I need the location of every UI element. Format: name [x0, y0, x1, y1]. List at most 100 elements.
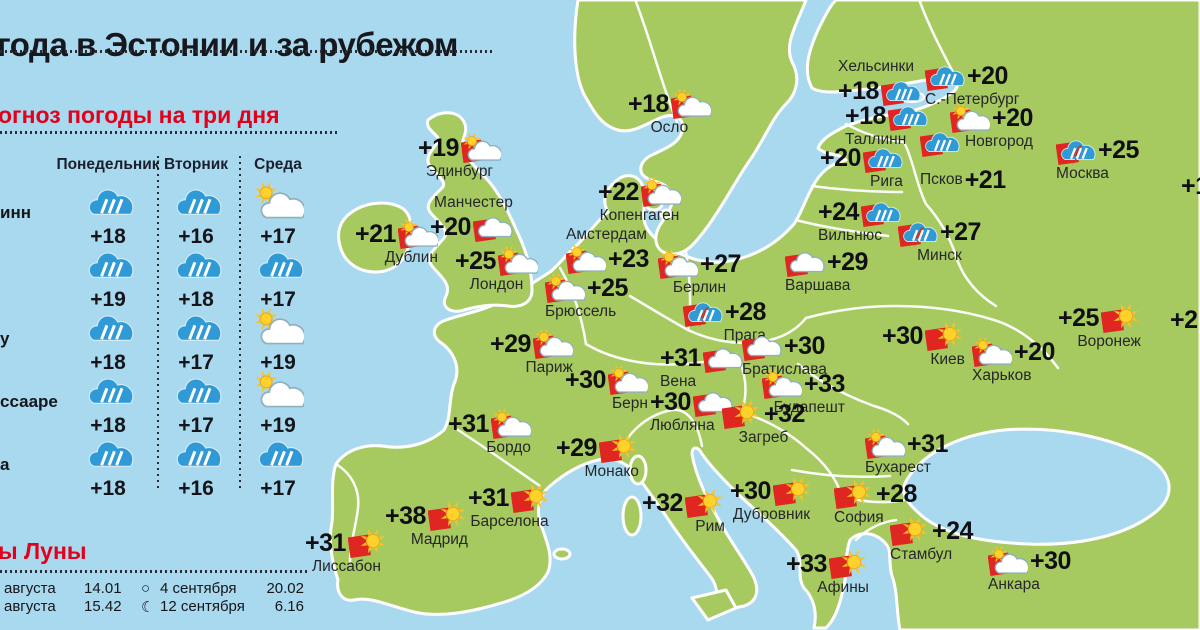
forecast-cell-icon: [82, 181, 134, 224]
city-label: Варшава: [785, 277, 851, 294]
city-marker-row: +29: [556, 432, 639, 465]
partly-weather-icon: [864, 428, 907, 459]
cloud-icon: [784, 246, 825, 279]
city-marker-row: +19: [418, 132, 503, 165]
city-marker-row: +31: [448, 408, 533, 441]
city-temp: +25: [587, 274, 628, 302]
forecast-cell-icon: [170, 181, 222, 224]
city-temp: +30: [784, 332, 825, 360]
city-marker-row: +30: [987, 545, 1071, 578]
city-temp: +29: [490, 330, 531, 358]
city-marker-row: +24: [818, 196, 901, 229]
city-marker-row: +30: [565, 364, 650, 397]
city-temp: +24: [818, 198, 859, 226]
map-city-Вильнюс: +24 Вильнюс: [818, 196, 901, 244]
island-sardinia: [621, 495, 643, 537]
map-city-Рим: +32 Рим: [642, 487, 725, 535]
sun-icon: [347, 527, 388, 560]
city-label: Барселона: [470, 513, 549, 530]
city-label: Париж: [525, 359, 573, 376]
city-temp: +31: [907, 430, 948, 458]
map-city-Прага: +28 Прага: [682, 296, 766, 344]
city-label: Воронеж: [1077, 333, 1141, 350]
city-temp: +21: [355, 220, 396, 248]
partly-weather-icon: [532, 328, 575, 359]
forecast-row-label: у: [0, 329, 10, 348]
rain-weather-icon: [862, 148, 903, 173]
partly-icon: [640, 176, 683, 209]
city-label: Минск: [917, 247, 962, 264]
city-label: Афины: [817, 579, 869, 596]
city-temp: +38: [385, 502, 426, 530]
city-temp: +25: [455, 247, 496, 275]
partly-weather-icon: [971, 336, 1014, 367]
partly-weather-icon: [657, 248, 700, 279]
moon-event: 4 сентября: [160, 580, 237, 597]
city-temp: +33: [804, 370, 845, 398]
island-majorca: [552, 547, 572, 561]
city-label: Псков: [920, 171, 963, 188]
partly-icon: [397, 218, 440, 251]
land-ireland: [337, 201, 413, 274]
forecast-column-header: Вторник: [164, 156, 228, 173]
city-marker-row: +25: [544, 272, 628, 305]
city-temp: +20: [820, 144, 861, 172]
partly-icon: [497, 245, 540, 278]
forecast-row-label: а: [0, 455, 10, 474]
map-city-Рига: +20 Рига: [820, 142, 903, 190]
city-marker-row: +20: [971, 336, 1055, 369]
city-marker-row: +28: [833, 478, 917, 511]
sun-icon: [828, 548, 869, 581]
sun-icon: [772, 475, 813, 508]
rain-weather-icon: [258, 252, 304, 278]
city-label: Вильнюс: [818, 227, 883, 244]
sun-weather-icon: [1100, 303, 1139, 333]
city-marker-row: +30: [882, 320, 965, 353]
island-funen: [659, 208, 673, 220]
city-temp: +27: [940, 218, 981, 246]
city-marker-row: +38: [385, 500, 468, 533]
map-city-Москва: +25 Москва: [1055, 134, 1139, 182]
forecast-cell-temp: +17: [260, 288, 296, 311]
city-label: С.-Петербург: [925, 91, 1020, 108]
sun-icon: [721, 398, 762, 431]
sun-weather-icon: [833, 479, 872, 509]
forecast-separator-1: [157, 156, 159, 492]
partly-icon: [987, 545, 1030, 578]
map-city-Варшава: +29 Варшава: [784, 246, 868, 294]
forecast-column-header: Понедельник: [56, 156, 160, 173]
city-temp: +23: [608, 245, 649, 273]
page-title: года в Эстонии и за рубежом: [0, 26, 458, 64]
rain-weather-icon: [176, 378, 222, 404]
city-label: Лондон: [469, 276, 524, 293]
sun-icon: [598, 432, 639, 465]
partly-icon: [565, 243, 608, 276]
cloud-weather-icon: [784, 252, 825, 277]
map-city-Париж: +29 Париж: [490, 328, 575, 376]
map-city-Берлин: +27 Берлин: [657, 248, 741, 296]
rain-icon: [860, 196, 901, 229]
partly-weather-icon: [255, 181, 306, 219]
moon-event: 12 сентября: [160, 598, 245, 615]
city-temp: +31: [305, 529, 346, 557]
forecast-cell-temp: +17: [260, 477, 296, 500]
forecast-cell-icon: [82, 370, 134, 413]
partly-weather-icon: [544, 272, 587, 303]
forecast-cell-temp: +18: [90, 351, 126, 374]
forecast-cell-icon: [252, 244, 304, 287]
rain-weather-icon: [924, 66, 965, 91]
map-city-Псков: Псков +21: [919, 126, 1006, 197]
city-label-temp-row: Псков +21: [920, 164, 1006, 197]
city-temp: +22: [598, 178, 639, 206]
storm-icon: [1055, 134, 1096, 167]
forecast-cell-icon: [82, 433, 134, 476]
city-temp: +19: [418, 134, 459, 162]
forecast-cell-temp: +17: [178, 351, 214, 374]
city-label: Монако: [584, 463, 639, 480]
map-city-Таллинн: +18 Таллинн: [845, 100, 928, 148]
cloud-icon: [472, 211, 513, 244]
rain-weather-icon: [176, 252, 222, 278]
rain-weather-icon: [176, 315, 222, 341]
city-label: Рим: [695, 518, 725, 535]
sun-weather-icon: [889, 516, 928, 546]
